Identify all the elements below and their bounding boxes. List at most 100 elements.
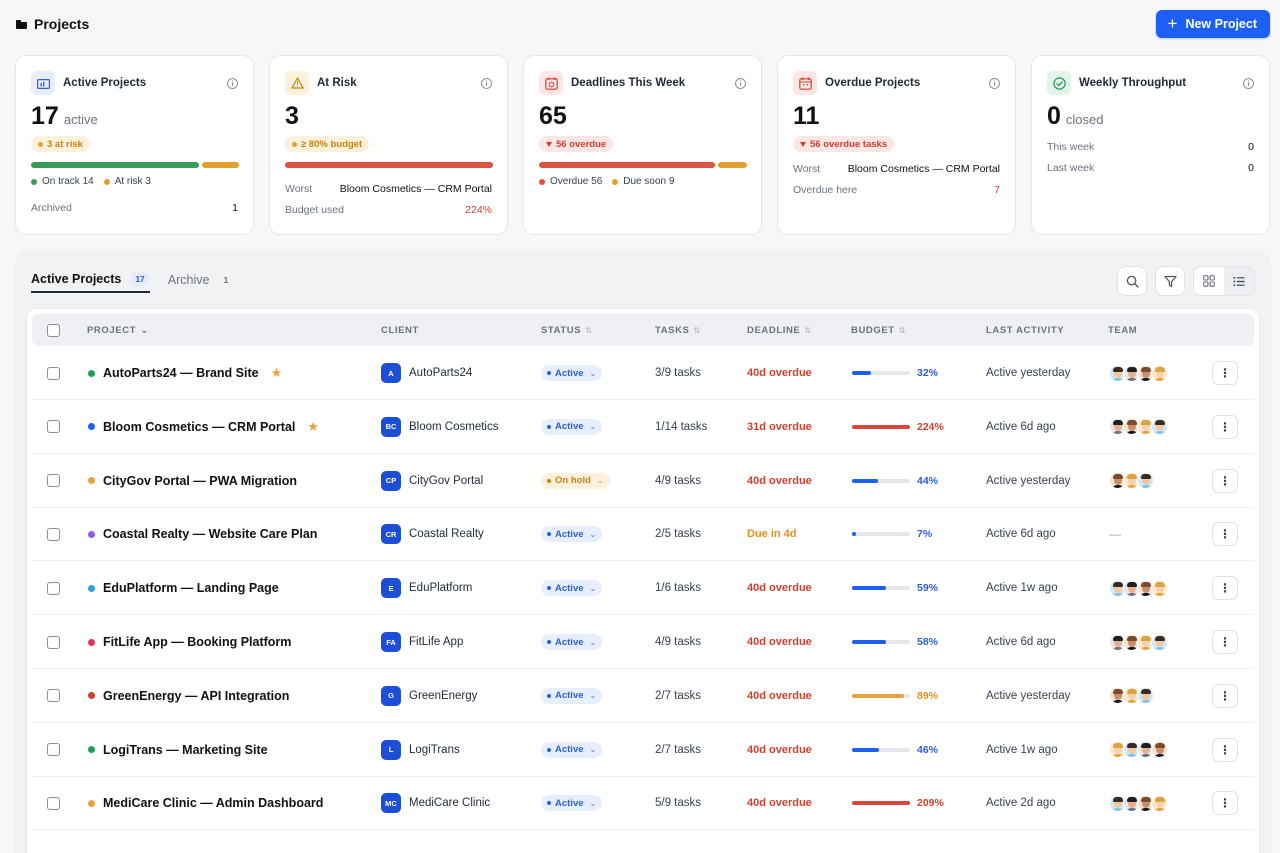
card-active-projects[interactable]: Active Projects i 17 active 3 at risk On…: [15, 55, 254, 235]
table-row[interactable]: Coastal Realty — Website Care Plan CR Coas…: [32, 507, 1254, 562]
info-icon[interactable]: i: [227, 77, 238, 89]
project-cell[interactable]: GreenEnergy — API Integration: [88, 669, 289, 723]
worst-value[interactable]: Bloom Cosmetics — CRM Portal: [339, 182, 492, 195]
project-name[interactable]: MediCare Clinic — Admin Dashboard: [103, 796, 324, 811]
status-dropdown[interactable]: Active ⌄: [541, 687, 603, 704]
tab-active-projects[interactable]: Active Projects 17: [31, 267, 150, 293]
more-vertical-icon[interactable]: ⋮: [1212, 683, 1238, 708]
budget-percent: 58%: [917, 636, 939, 648]
card-throughput[interactable]: Weekly Throughput i 0 closed This week 0…: [1031, 55, 1270, 235]
row-checkbox[interactable]: [47, 581, 60, 595]
more-vertical-icon[interactable]: ⋮: [1212, 468, 1238, 493]
status-dropdown[interactable]: On hold ⌄: [541, 472, 610, 489]
project-name[interactable]: LogiTrans — Marketing Site: [103, 742, 268, 757]
team-avatars[interactable]: [1109, 472, 1154, 490]
card-deadlines[interactable]: Deadlines This Week i 65 56 overdue Over…: [523, 55, 762, 235]
col-budget[interactable]: BUDGET ⇅: [851, 314, 906, 346]
status-dropdown[interactable]: Active ⌄: [541, 418, 603, 435]
project-cell[interactable]: LogiTrans — Marketing Site: [88, 723, 268, 777]
row-checkbox[interactable]: [47, 474, 60, 488]
status-cell: Active ⌄: [541, 615, 603, 669]
card-at-risk[interactable]: At Risk i 3 ≥ 80% budget Worst Bloom Cos…: [269, 55, 508, 235]
more-vertical-icon[interactable]: ⋮: [1212, 630, 1238, 654]
table-row[interactable]: CityGov Portal — PWA Migration CP CityGov …: [32, 454, 1254, 508]
project-name[interactable]: EduPlatform — Landing Page: [103, 581, 279, 596]
legend-label: On track 14: [42, 176, 94, 187]
more-vertical-icon[interactable]: ⋮: [1212, 522, 1238, 547]
project-cell[interactable]: MediCare Clinic — Admin Dashboard: [88, 776, 323, 830]
more-vertical-icon[interactable]: ⋮: [1212, 791, 1238, 816]
project-cell[interactable]: AutoParts24 — Brand Site ★: [88, 346, 282, 400]
more-vertical-icon[interactable]: ⋮: [1212, 414, 1238, 439]
row-checkbox[interactable]: [47, 366, 60, 380]
star-icon[interactable]: ★: [307, 418, 320, 434]
team-avatars[interactable]: [1109, 741, 1168, 759]
project-name[interactable]: Bloom Cosmetics — CRM Portal: [103, 419, 296, 434]
col-project[interactable]: PROJECT ⌄: [87, 314, 149, 346]
table-row[interactable]: AutoParts24 — Brand Site ★ A AutoParts24 Act…: [32, 346, 1254, 400]
status-dropdown[interactable]: Active ⌄: [541, 634, 603, 650]
row-checkbox[interactable]: [47, 796, 60, 810]
status-dropdown[interactable]: Active ⌄: [541, 741, 603, 758]
team-avatars[interactable]: [1109, 364, 1168, 382]
more-vertical-icon[interactable]: ⋮: [1212, 737, 1238, 762]
worst-value[interactable]: Bloom Cosmetics — CRM Portal: [847, 162, 1000, 175]
tasks-cell: 1/14 tasks: [655, 420, 708, 433]
team-avatars[interactable]: [1109, 418, 1168, 436]
project-cell[interactable]: Coastal Realty — Website Care Plan: [88, 507, 317, 561]
team-avatars[interactable]: [1109, 579, 1168, 597]
info-icon[interactable]: i: [735, 77, 746, 89]
project-cell[interactable]: CityGov Portal — PWA Migration: [88, 454, 297, 508]
row-checkbox[interactable]: [47, 420, 60, 434]
col-deadline[interactable]: DEADLINE ⇅: [747, 314, 812, 346]
row-checkbox[interactable]: [47, 689, 60, 703]
actions-cell: ⋮: [1212, 400, 1238, 454]
filter-button[interactable]: [1155, 266, 1185, 296]
tasks-cell: 4/9 tasks: [655, 474, 702, 487]
tab-archive[interactable]: Archive 1: [168, 267, 233, 293]
row-checkbox[interactable]: [47, 743, 60, 757]
more-vertical-icon[interactable]: ⋮: [1212, 576, 1238, 601]
project-name[interactable]: Coastal Realty — Website Care Plan: [103, 527, 318, 542]
table-row[interactable]: GreenEnergy — API Integration G GreenEnerg…: [32, 669, 1254, 723]
info-icon[interactable]: i: [1243, 77, 1254, 89]
avatar: [1123, 687, 1140, 705]
table-row[interactable]: MediCare Clinic — Admin Dashboard MC MediC…: [32, 776, 1254, 831]
project-cell[interactable]: Bloom Cosmetics — CRM Portal ★: [88, 400, 319, 454]
table-row[interactable]: Bloom Cosmetics — CRM Portal ★ BC Bloom Cos…: [32, 400, 1254, 454]
table-row[interactable]: FitLife App — Booking Platform FA FitLife …: [32, 615, 1254, 669]
row-checkbox[interactable]: [47, 635, 60, 649]
project-name[interactable]: GreenEnergy — API Integration: [103, 688, 290, 703]
select-all-checkbox[interactable]: [47, 323, 60, 337]
col-team: TEAM: [1108, 314, 1137, 346]
status-dropdown[interactable]: Active ⌄: [541, 526, 603, 543]
list-view-button[interactable]: [1224, 267, 1254, 295]
col-tasks[interactable]: TASKS ⇅: [655, 314, 701, 346]
table-row[interactable]: EduPlatform — Landing Page E EduPlatform Ac…: [32, 561, 1254, 616]
more-vertical-icon[interactable]: ⋮: [1212, 361, 1238, 385]
col-status[interactable]: STATUS ⇅: [541, 314, 593, 346]
info-icon[interactable]: i: [481, 77, 492, 89]
project-cell[interactable]: FitLife App — Booking Platform: [88, 615, 291, 669]
project-name[interactable]: AutoParts24 — Brand Site: [103, 366, 259, 380]
status-dropdown[interactable]: Active ⌄: [541, 365, 603, 381]
status-dropdown[interactable]: Active ⌄: [541, 580, 603, 597]
at-risk-badge-label: 3 at risk: [47, 138, 83, 150]
info-icon[interactable]: i: [989, 77, 1000, 89]
deadline-cell: 31d overdue: [747, 420, 812, 433]
budget-threshold-label: ≥ 80% budget: [301, 138, 363, 150]
new-project-button[interactable]: + New Project: [1155, 10, 1270, 38]
status-dropdown[interactable]: Active ⌄: [541, 795, 603, 812]
search-button[interactable]: [1117, 266, 1147, 296]
row-checkbox[interactable]: [47, 527, 60, 541]
grid-view-button[interactable]: [1194, 267, 1224, 295]
table-row[interactable]: LogiTrans — Marketing Site L LogiTrans Acti…: [32, 723, 1254, 777]
project-cell[interactable]: EduPlatform — Landing Page: [88, 561, 279, 615]
team-avatars[interactable]: [1109, 633, 1168, 651]
card-overdue[interactable]: Overdue Projects i 11 56 overdue tasks W…: [777, 55, 1016, 235]
team-avatars[interactable]: [1109, 794, 1168, 812]
star-icon[interactable]: ★: [270, 365, 283, 380]
project-name[interactable]: FitLife App — Booking Platform: [103, 635, 292, 649]
team-avatars[interactable]: [1109, 687, 1154, 705]
project-name[interactable]: CityGov Portal — PWA Migration: [103, 473, 297, 488]
